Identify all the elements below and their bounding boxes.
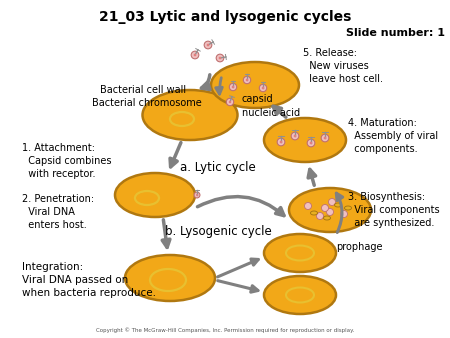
Ellipse shape: [264, 276, 336, 314]
Circle shape: [321, 204, 328, 212]
Ellipse shape: [292, 291, 308, 299]
Circle shape: [219, 57, 221, 59]
Text: b. Lysogenic cycle: b. Lysogenic cycle: [165, 225, 271, 239]
Circle shape: [321, 134, 329, 142]
Circle shape: [341, 211, 347, 217]
Ellipse shape: [143, 90, 238, 140]
Circle shape: [246, 79, 248, 81]
Circle shape: [291, 132, 299, 140]
Ellipse shape: [125, 255, 215, 301]
Circle shape: [262, 87, 264, 89]
Circle shape: [207, 44, 209, 46]
Circle shape: [232, 86, 234, 88]
Text: a. Lytic cycle: a. Lytic cycle: [180, 162, 256, 174]
Circle shape: [277, 138, 285, 146]
Text: 5. Release:
  New viruses
  leave host cell.: 5. Release: New viruses leave host cell.: [303, 48, 383, 83]
Circle shape: [307, 139, 315, 147]
Ellipse shape: [137, 194, 148, 202]
Circle shape: [294, 135, 297, 137]
Text: 2. Penetration:
  Viral DNA
  enters host.: 2. Penetration: Viral DNA enters host.: [22, 194, 94, 230]
Text: prophage: prophage: [336, 242, 382, 252]
Text: 1. Attachment:
  Capsid combines
  with receptor.: 1. Attachment: Capsid combines with rece…: [22, 143, 112, 178]
Circle shape: [216, 54, 224, 62]
Circle shape: [305, 202, 311, 210]
Circle shape: [229, 101, 231, 103]
Circle shape: [191, 51, 199, 59]
Circle shape: [324, 137, 326, 139]
Circle shape: [226, 98, 234, 106]
Text: capsid
nucleic acid: capsid nucleic acid: [242, 94, 300, 118]
Circle shape: [230, 83, 237, 91]
Ellipse shape: [292, 249, 308, 257]
Ellipse shape: [310, 211, 318, 215]
Circle shape: [259, 84, 267, 92]
Text: Copyright © The McGraw-Hill Companies, Inc. Permission required for reproduction: Copyright © The McGraw-Hill Companies, I…: [96, 327, 354, 333]
Ellipse shape: [289, 188, 371, 232]
Text: 21_03 Lytic and lysogenic cycles: 21_03 Lytic and lysogenic cycles: [99, 10, 351, 24]
Text: Bacterial cell wall: Bacterial cell wall: [100, 85, 186, 95]
Circle shape: [204, 41, 212, 49]
Circle shape: [327, 209, 333, 216]
Ellipse shape: [334, 203, 342, 207]
Ellipse shape: [157, 274, 179, 286]
Ellipse shape: [211, 62, 299, 108]
Text: Slide number: 1: Slide number: 1: [346, 28, 445, 38]
Text: Integration:
Viral DNA passed on
when bacteria reproduce.: Integration: Viral DNA passed on when ba…: [22, 262, 156, 297]
Ellipse shape: [264, 118, 346, 162]
Circle shape: [310, 142, 312, 144]
Ellipse shape: [345, 206, 351, 210]
Circle shape: [279, 141, 282, 143]
Text: 3. Biosynthesis:
  Viral components
  are synthesized.: 3. Biosynthesis: Viral components are sy…: [348, 192, 440, 227]
Ellipse shape: [172, 115, 184, 123]
Circle shape: [194, 54, 196, 56]
Circle shape: [196, 194, 198, 196]
Text: 4. Maturation:
  Assembly of viral
  components.: 4. Maturation: Assembly of viral compone…: [348, 118, 438, 153]
Text: Bacterial chromosome: Bacterial chromosome: [92, 98, 202, 108]
Ellipse shape: [264, 234, 336, 272]
Ellipse shape: [324, 216, 330, 220]
Circle shape: [328, 198, 336, 206]
Ellipse shape: [115, 173, 195, 217]
Circle shape: [243, 76, 251, 84]
Circle shape: [316, 213, 324, 219]
Circle shape: [194, 192, 200, 198]
